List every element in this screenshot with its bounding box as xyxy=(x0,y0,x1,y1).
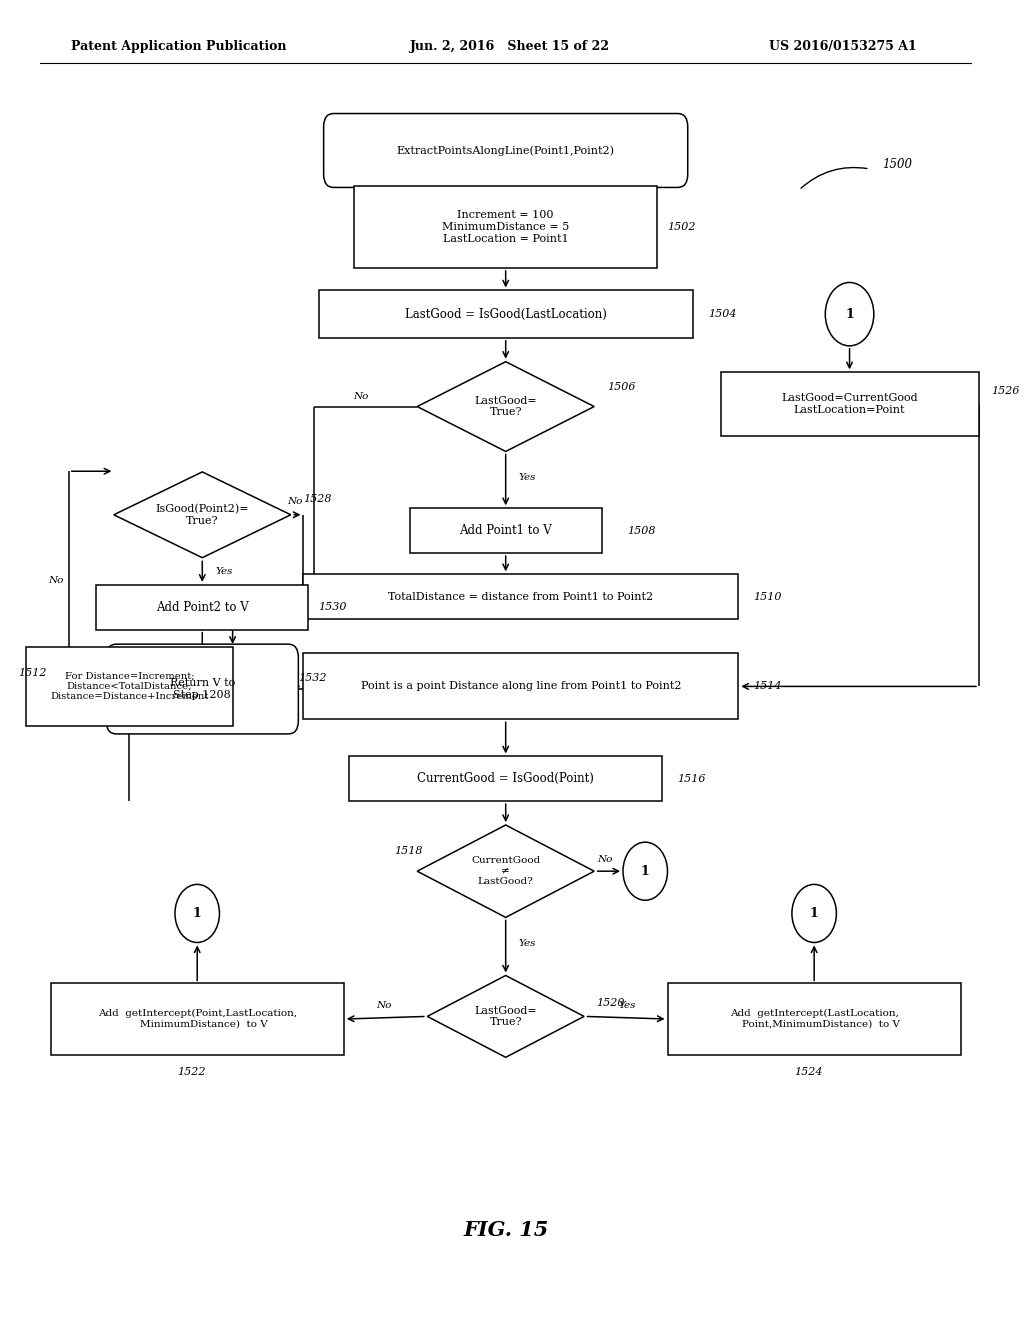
Text: No: No xyxy=(597,855,612,863)
Bar xyxy=(50,983,344,1055)
Text: 1514: 1514 xyxy=(754,681,782,692)
Text: 1530: 1530 xyxy=(318,602,347,612)
Text: ExtractPointsAlongLine(Point1,Point2): ExtractPointsAlongLine(Point1,Point2) xyxy=(396,145,614,156)
Text: No: No xyxy=(288,498,303,506)
Text: 1: 1 xyxy=(845,308,854,321)
Bar xyxy=(349,756,663,801)
Text: 1522: 1522 xyxy=(177,1067,206,1077)
Text: No: No xyxy=(377,1002,392,1010)
Bar xyxy=(26,647,233,726)
Text: Return V to
Step 1208: Return V to Step 1208 xyxy=(170,678,234,700)
Text: 1516: 1516 xyxy=(678,774,707,784)
Text: FIG. 15: FIG. 15 xyxy=(463,1220,548,1241)
Text: LastGood=
True?: LastGood= True? xyxy=(474,396,537,417)
Text: IsGood(Point2)=
True?: IsGood(Point2)= True? xyxy=(156,504,249,525)
Text: LastGood=CurrentGood
LastLocation=Point: LastGood=CurrentGood LastLocation=Point xyxy=(781,393,918,414)
Text: For Distance=Increment;
Distance<TotalDistance;
Distance=Distance+Increment: For Distance=Increment; Distance<TotalDi… xyxy=(50,672,209,701)
Text: LastGood=
True?: LastGood= True? xyxy=(474,1006,537,1027)
Polygon shape xyxy=(417,825,594,917)
Text: 1510: 1510 xyxy=(754,591,782,602)
Text: Add Point1 to V: Add Point1 to V xyxy=(460,524,552,537)
Text: No: No xyxy=(48,577,63,585)
Circle shape xyxy=(825,282,873,346)
Text: 1: 1 xyxy=(641,865,649,878)
Bar xyxy=(410,508,602,553)
Text: 1506: 1506 xyxy=(607,381,635,392)
Text: 1: 1 xyxy=(193,907,202,920)
Text: 1526: 1526 xyxy=(991,385,1020,396)
Polygon shape xyxy=(427,975,584,1057)
Text: 1500: 1500 xyxy=(882,158,912,172)
Bar xyxy=(303,653,738,719)
Circle shape xyxy=(792,884,837,942)
Text: Add Point2 to V: Add Point2 to V xyxy=(156,601,249,614)
Text: Add  getIntercept(Point,LastLocation,
    MinimumDistance)  to V: Add getIntercept(Point,LastLocation, Min… xyxy=(97,1010,297,1028)
Bar xyxy=(668,983,961,1055)
Text: Yes: Yes xyxy=(215,568,232,576)
Bar xyxy=(96,585,308,630)
Circle shape xyxy=(623,842,668,900)
Text: 1504: 1504 xyxy=(708,309,736,319)
Text: 1508: 1508 xyxy=(627,525,655,536)
Bar xyxy=(318,290,693,338)
Text: 1528: 1528 xyxy=(303,494,332,504)
Bar xyxy=(354,186,657,268)
Text: Add  getIntercept(LastLocation,
    Point,MinimumDistance)  to V: Add getIntercept(LastLocation, Point,Min… xyxy=(729,1010,900,1028)
Bar xyxy=(303,574,738,619)
Text: Patent Application Publication: Patent Application Publication xyxy=(71,40,287,53)
Text: 1532: 1532 xyxy=(298,673,327,684)
Bar xyxy=(721,372,979,436)
Circle shape xyxy=(175,884,219,942)
Text: Yes: Yes xyxy=(519,940,537,948)
FancyBboxPatch shape xyxy=(106,644,298,734)
Text: Yes: Yes xyxy=(519,474,537,482)
Text: US 2016/0153275 A1: US 2016/0153275 A1 xyxy=(769,40,916,53)
Polygon shape xyxy=(417,362,594,451)
Text: 1518: 1518 xyxy=(394,846,423,857)
Text: 1524: 1524 xyxy=(794,1067,822,1077)
Text: 1: 1 xyxy=(810,907,818,920)
Text: 1520: 1520 xyxy=(597,998,626,1008)
Text: 1512: 1512 xyxy=(18,668,47,678)
Text: Increment = 100
MinimumDistance = 5
LastLocation = Point1: Increment = 100 MinimumDistance = 5 Last… xyxy=(442,210,569,244)
Polygon shape xyxy=(114,473,291,557)
Text: TotalDistance = distance from Point1 to Point2: TotalDistance = distance from Point1 to … xyxy=(388,591,653,602)
FancyBboxPatch shape xyxy=(324,114,688,187)
Text: CurrentGood = IsGood(Point): CurrentGood = IsGood(Point) xyxy=(417,772,594,785)
Text: Yes: Yes xyxy=(618,1002,636,1010)
Text: CurrentGood
≠
LastGood?: CurrentGood ≠ LastGood? xyxy=(471,857,541,886)
Text: 1502: 1502 xyxy=(668,222,696,232)
Text: LastGood = IsGood(LastLocation): LastGood = IsGood(LastLocation) xyxy=(404,308,606,321)
Text: Point is a point Distance along line from Point1 to Point2: Point is a point Distance along line fro… xyxy=(360,681,681,692)
Text: No: No xyxy=(353,392,369,400)
Text: Jun. 2, 2016   Sheet 15 of 22: Jun. 2, 2016 Sheet 15 of 22 xyxy=(410,40,609,53)
